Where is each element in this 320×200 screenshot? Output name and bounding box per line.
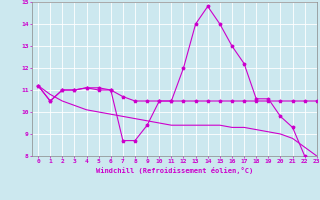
X-axis label: Windchill (Refroidissement éolien,°C): Windchill (Refroidissement éolien,°C) [96,167,253,174]
